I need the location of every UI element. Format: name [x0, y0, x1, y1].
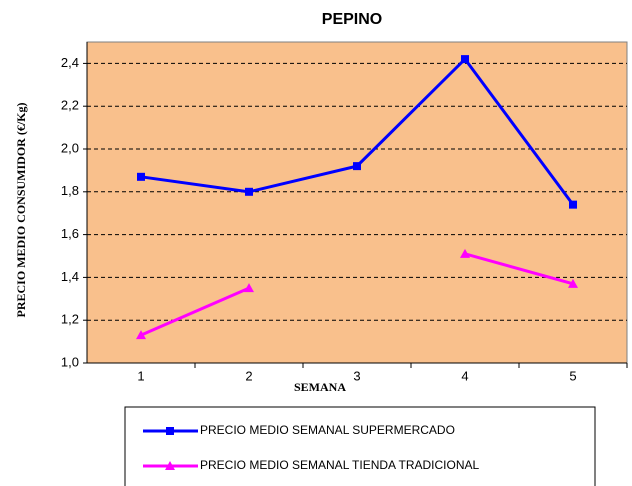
data-point: [136, 330, 146, 340]
y-tick-label: 2,2: [61, 98, 79, 113]
data-point: [245, 187, 253, 196]
chart-title: PEPINO: [322, 11, 382, 28]
x-axis-label: SEMANA: [294, 380, 346, 394]
y-tick-label: 2,4: [61, 55, 79, 70]
data-point: [461, 55, 469, 64]
data-point: [568, 278, 578, 288]
data-point: [244, 283, 254, 293]
x-tick-label: 1: [137, 368, 144, 383]
y-tick-label: 2,0: [61, 140, 79, 155]
y-tick-label: 1,8: [61, 183, 79, 198]
y-tick-label: 1,4: [61, 269, 79, 284]
series-line: [140, 252, 574, 337]
plot-area: [86, 41, 628, 364]
legend-marker: [166, 427, 174, 435]
x-tick-label: 5: [569, 368, 576, 383]
data-point: [353, 162, 361, 171]
data-point: [137, 172, 145, 181]
y-axis-label: PRECIO MEDIO CONSUMIDOR (€/Kg): [14, 102, 28, 317]
y-tick-label: 1,0: [61, 354, 79, 369]
legend: [124, 406, 596, 486]
data-point: [460, 248, 470, 258]
x-tick-label: 2: [245, 368, 252, 383]
x-tick-label: 4: [461, 368, 468, 383]
legend-label: PRECIO MEDIO SEMANAL SUPERMERCADO: [200, 423, 455, 437]
data-point: [569, 200, 577, 209]
legend-label: PRECIO MEDIO SEMANAL TIENDA TRADICIONAL: [200, 458, 479, 472]
y-tick-label: 1,6: [61, 226, 79, 241]
y-tick-label: 1,2: [61, 312, 79, 327]
legend-marker: [165, 461, 175, 470]
x-tick-label: 3: [353, 368, 360, 383]
